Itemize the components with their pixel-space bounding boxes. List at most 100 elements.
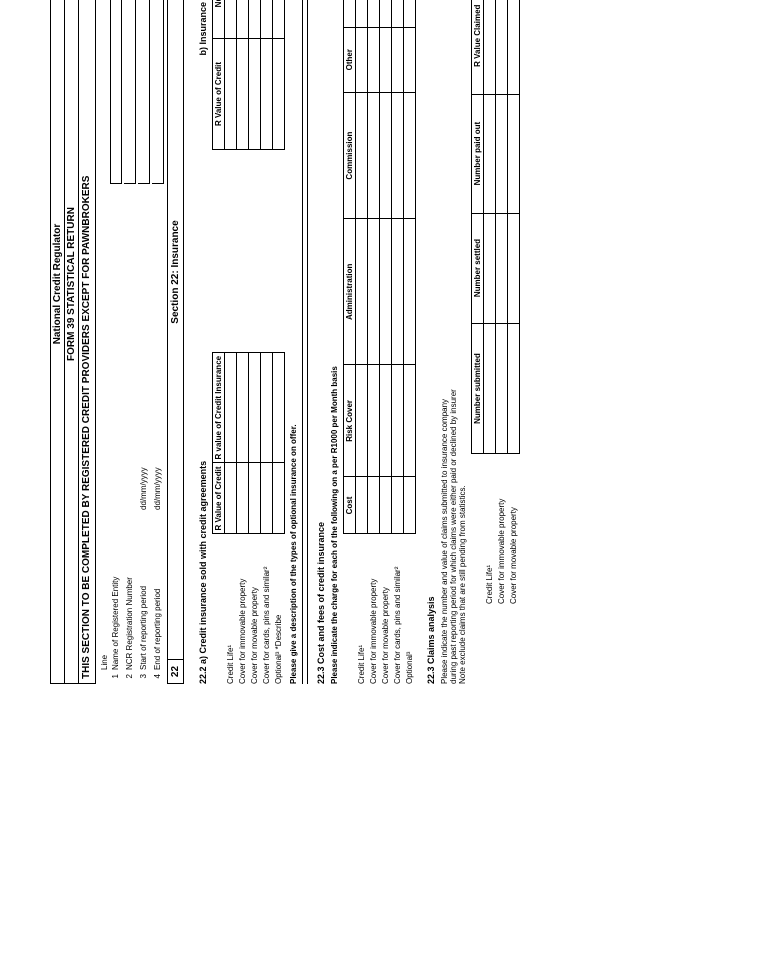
row-label: Credit Life¹ bbox=[355, 534, 367, 684]
cell[interactable] bbox=[507, 323, 519, 454]
sub-22-3-cost: Please indicate the charge for each of t… bbox=[330, 0, 339, 684]
section-row: 22 Section 22: Insurance bbox=[167, 0, 184, 684]
cell[interactable] bbox=[260, 0, 272, 39]
cell[interactable] bbox=[507, 94, 519, 213]
sub1-claims: Please indicate the number and value of … bbox=[440, 0, 449, 684]
form-title-banner: FORM 39 STATISTICAL RETURN bbox=[65, 0, 79, 684]
cell[interactable] bbox=[248, 352, 260, 463]
cell[interactable] bbox=[367, 27, 379, 92]
cell[interactable] bbox=[224, 0, 236, 39]
cell[interactable] bbox=[367, 365, 379, 477]
col-header: Administration bbox=[343, 219, 355, 365]
cell[interactable] bbox=[367, 0, 379, 27]
cell[interactable] bbox=[272, 0, 284, 39]
cell[interactable] bbox=[367, 92, 379, 219]
row-label: Cover for cards, pins and similar² bbox=[391, 534, 403, 684]
cell[interactable] bbox=[248, 39, 260, 150]
col-header: Cost bbox=[343, 477, 355, 534]
cell[interactable] bbox=[355, 219, 367, 365]
cell[interactable] bbox=[403, 477, 415, 534]
heading-22-3-claims: 22.3 Claims analysis bbox=[426, 0, 436, 684]
cell[interactable] bbox=[391, 27, 403, 92]
cell[interactable] bbox=[403, 0, 415, 27]
meta-num: 4 bbox=[153, 670, 162, 684]
meta-label: End of reporting period bbox=[153, 510, 162, 670]
cell[interactable] bbox=[260, 39, 272, 150]
cell[interactable] bbox=[224, 352, 236, 463]
cell[interactable] bbox=[507, 0, 519, 94]
cell[interactable] bbox=[403, 365, 415, 477]
cell[interactable] bbox=[236, 39, 248, 150]
cell[interactable] bbox=[483, 0, 495, 94]
meta-row: 1Name of Registered Entity bbox=[109, 0, 123, 684]
cell[interactable] bbox=[391, 0, 403, 27]
row-label: Cover for cards, pins and similar² bbox=[260, 534, 272, 684]
cell[interactable] bbox=[248, 0, 260, 39]
cell[interactable] bbox=[379, 365, 391, 477]
cell[interactable] bbox=[403, 219, 415, 365]
completion-notice: THIS SECTION TO BE COMPLETED BY REGISTER… bbox=[79, 0, 96, 684]
cell[interactable] bbox=[483, 94, 495, 213]
line-heading: Line bbox=[100, 0, 109, 670]
cell[interactable] bbox=[379, 219, 391, 365]
row-label: Cover for movable property bbox=[507, 454, 519, 604]
meta-input[interactable] bbox=[152, 0, 164, 184]
cell[interactable] bbox=[355, 477, 367, 534]
cell[interactable] bbox=[367, 477, 379, 534]
cell[interactable] bbox=[495, 323, 507, 454]
cell[interactable] bbox=[391, 365, 403, 477]
cell[interactable] bbox=[236, 0, 248, 39]
cell[interactable] bbox=[260, 352, 272, 463]
cell[interactable] bbox=[355, 92, 367, 219]
cell[interactable] bbox=[236, 463, 248, 534]
meta-label: Start of reporting period bbox=[139, 510, 148, 670]
col-22-2a: 22.2 a) Credit insurance sold with credi… bbox=[190, 304, 285, 684]
meta-row: 2NCR Registration Number bbox=[123, 0, 137, 684]
cell[interactable] bbox=[391, 477, 403, 534]
cell[interactable] bbox=[507, 213, 519, 323]
cell[interactable] bbox=[483, 323, 495, 454]
heading-22-2a: 22.2 a) Credit insurance sold with credi… bbox=[198, 304, 208, 684]
meta-input[interactable] bbox=[110, 0, 122, 184]
cell[interactable] bbox=[403, 92, 415, 219]
table-22-3-claims: Number submittedNumber settledNumber pai… bbox=[471, 0, 520, 604]
cell[interactable] bbox=[495, 0, 507, 94]
cell[interactable] bbox=[272, 39, 284, 150]
cell[interactable] bbox=[495, 94, 507, 213]
cell[interactable] bbox=[379, 27, 391, 92]
meta-input[interactable] bbox=[124, 0, 136, 184]
cell[interactable] bbox=[272, 463, 284, 534]
cell[interactable] bbox=[391, 219, 403, 365]
cell[interactable] bbox=[379, 92, 391, 219]
cell[interactable] bbox=[224, 39, 236, 150]
meta-row: 3Start of reporting perioddd/mm/yyyy bbox=[137, 0, 151, 684]
col-header: Commission bbox=[343, 92, 355, 219]
cell[interactable] bbox=[224, 463, 236, 534]
meta-date: dd/mm/yyyy bbox=[153, 440, 162, 510]
cell[interactable] bbox=[403, 27, 415, 92]
row-label: Credit Life¹ bbox=[483, 454, 495, 604]
meta-date: dd/mm/yyyy bbox=[139, 440, 148, 510]
cell[interactable] bbox=[495, 213, 507, 323]
cell[interactable] bbox=[355, 27, 367, 92]
meta-input[interactable] bbox=[138, 0, 150, 184]
table-22-2a: R Value of CreditR value of Credit Insur… bbox=[212, 352, 285, 684]
cell[interactable] bbox=[260, 463, 272, 534]
col-header: R Value Claimed bbox=[471, 0, 483, 94]
cell[interactable] bbox=[248, 463, 260, 534]
cell[interactable] bbox=[355, 365, 367, 477]
cell[interactable] bbox=[355, 0, 367, 27]
meta-label: Name of Registered Entity bbox=[111, 510, 120, 670]
meta-label: NCR Registration Number bbox=[125, 510, 134, 670]
heading-22-2b: b) Insurance products offered by clients bbox=[198, 0, 208, 264]
cell[interactable] bbox=[379, 477, 391, 534]
cell[interactable] bbox=[391, 92, 403, 219]
row-label: Cover for immovable property bbox=[236, 534, 248, 684]
cell[interactable] bbox=[272, 352, 284, 463]
cell[interactable] bbox=[483, 213, 495, 323]
col-header: Total Premium bbox=[343, 0, 355, 27]
cell[interactable] bbox=[236, 352, 248, 463]
cell[interactable] bbox=[379, 0, 391, 27]
row-label: Cover for immovable property bbox=[495, 454, 507, 604]
cell[interactable] bbox=[367, 219, 379, 365]
